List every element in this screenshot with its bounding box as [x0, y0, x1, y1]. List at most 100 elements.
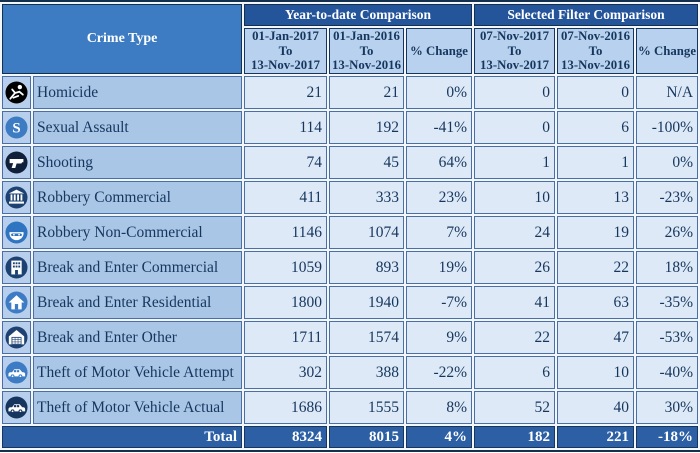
value-cell: 6: [474, 356, 556, 390]
value-cell: 1711: [244, 321, 328, 355]
value-cell: 52: [474, 391, 556, 425]
value-cell: 41: [474, 286, 556, 320]
shooting-icon: [2, 146, 31, 180]
crime-type-label: Sexual Assault: [33, 111, 243, 145]
theft-actual-icon: [2, 391, 31, 425]
crime-type-label: Homicide: [33, 76, 243, 110]
crime-type-label: Theft of Motor Vehicle Attempt: [33, 356, 243, 390]
table-row: Break and Enter Other 1711 1574 9% 22 47 -53%: [2, 321, 699, 355]
value-cell: -100%: [636, 111, 699, 145]
col-header-filter-2016: 07-Nov-2016 To 13-Nov-2016: [557, 28, 635, 75]
value-cell: 192: [329, 111, 405, 145]
value-cell: 45: [329, 146, 405, 180]
value-cell: 0: [557, 76, 635, 110]
value-cell: 388: [329, 356, 405, 390]
crime-type-label: Shooting: [33, 146, 243, 180]
value-cell: 302: [244, 356, 328, 390]
value-cell: 13: [557, 181, 635, 215]
value-cell: 1555: [329, 391, 405, 425]
value-cell: -22%: [406, 356, 473, 390]
value-cell: 0%: [636, 146, 699, 180]
value-cell: 40: [557, 391, 635, 425]
table-row: Break and Enter Residential 1800 1940 -7% 41…: [2, 286, 699, 320]
total-value-cell: -18%: [636, 426, 699, 449]
value-cell: 7%: [406, 216, 473, 250]
value-cell: 64%: [406, 146, 473, 180]
value-cell: 26: [474, 251, 556, 285]
total-value-cell: 8324: [244, 426, 328, 449]
value-cell: 1574: [329, 321, 405, 355]
value-cell: 18%: [636, 251, 699, 285]
col-header-filter-2017: 07-Nov-2017 To 13-Nov-2017: [474, 28, 556, 75]
value-cell: 19%: [406, 251, 473, 285]
total-value-cell: 8015: [329, 426, 405, 449]
value-cell: 1940: [329, 286, 405, 320]
group-header-filter: Selected Filter Comparison: [474, 4, 699, 26]
value-cell: -40%: [636, 356, 699, 390]
value-cell: 114: [244, 111, 328, 145]
col-header-filter-change: % Change: [636, 28, 699, 75]
crime-type-label: Break and Enter Commercial: [33, 251, 243, 285]
crime-type-label: Robbery Non-Commercial: [33, 216, 243, 250]
total-label: Total: [2, 426, 243, 449]
table-row: Shooting 74 45 64% 1 1 0%: [2, 146, 699, 180]
value-cell: 23%: [406, 181, 473, 215]
value-cell: -35%: [636, 286, 699, 320]
value-cell: 9%: [406, 321, 473, 355]
group-header-row: Crime Type Year-to-date Comparison Selec…: [2, 4, 699, 75]
table-row: Theft of Motor Vehicle Attempt 302 388 -22%…: [2, 356, 699, 390]
col-header-ytd-2016: 01-Jan-2016 To 13-Nov-2016: [329, 28, 405, 75]
value-cell: 1: [474, 146, 556, 180]
value-cell: -41%: [406, 111, 473, 145]
table-row: S Sexual Assault 114 192 -41% 0 6 -100%: [2, 111, 699, 145]
total-value-cell: 4%: [406, 426, 473, 449]
value-cell: 411: [244, 181, 328, 215]
value-cell: 893: [329, 251, 405, 285]
crime-type-header: Crime Type: [2, 4, 243, 75]
value-cell: 1074: [329, 216, 405, 250]
table-row: Robbery Commercial 411 333 23% 10 13 -23%: [2, 181, 699, 215]
table-row: Homicide 21 21 0% 0 0 N/A: [2, 76, 699, 110]
group-header-ytd: Year-to-date Comparison: [244, 4, 473, 26]
table-row: Break and Enter Commercial 1059 893 19% 26 22…: [2, 251, 699, 285]
crime-rows: Homicide 21 21 0% 0 0 N/A S Sexual Assault 114 192…: [2, 76, 699, 425]
value-cell: 1: [557, 146, 635, 180]
col-header-ytd-2017: 01-Jan-2017 To 13-Nov-2017: [244, 28, 328, 75]
break-enter-other-icon: [2, 321, 31, 355]
value-cell: 30%: [636, 391, 699, 425]
value-cell: 22: [474, 321, 556, 355]
value-cell: 10: [474, 181, 556, 215]
value-cell: 10: [557, 356, 635, 390]
svg-text:S: S: [12, 121, 20, 137]
value-cell: N/A: [636, 76, 699, 110]
total-row: Total 8324 8015 4% 182 221 -18%: [2, 426, 699, 449]
value-cell: -53%: [636, 321, 699, 355]
theft-attempt-icon: [2, 356, 31, 390]
break-enter-commercial-icon: [2, 251, 31, 285]
value-cell: 26%: [636, 216, 699, 250]
value-cell: -23%: [636, 181, 699, 215]
value-cell: 1059: [244, 251, 328, 285]
column-header-row: 01-Jan-2017 To 13-Nov-2017 01-Jan-2016 T…: [2, 28, 699, 75]
crime-type-label: Theft of Motor Vehicle Actual: [33, 391, 243, 425]
value-cell: 22: [557, 251, 635, 285]
table-row: Theft of Motor Vehicle Actual 1686 1555 8% 5…: [2, 391, 699, 425]
value-cell: 19: [557, 216, 635, 250]
total-value-cell: 221: [557, 426, 635, 449]
value-cell: -7%: [406, 286, 473, 320]
value-cell: 0%: [406, 76, 473, 110]
crime-type-label: Robbery Commercial: [33, 181, 243, 215]
robbery-noncommercial-icon: [2, 216, 31, 250]
value-cell: 0: [474, 76, 556, 110]
value-cell: 6: [557, 111, 635, 145]
value-cell: 8%: [406, 391, 473, 425]
table-row: Robbery Non-Commercial 1146 1074 7% 24 19 26%: [2, 216, 699, 250]
value-cell: 63: [557, 286, 635, 320]
value-cell: 333: [329, 181, 405, 215]
value-cell: 0: [474, 111, 556, 145]
value-cell: 21: [244, 76, 328, 110]
robbery-commercial-icon: [2, 181, 31, 215]
value-cell: 1146: [244, 216, 328, 250]
crime-type-label: Break and Enter Residential: [33, 286, 243, 320]
